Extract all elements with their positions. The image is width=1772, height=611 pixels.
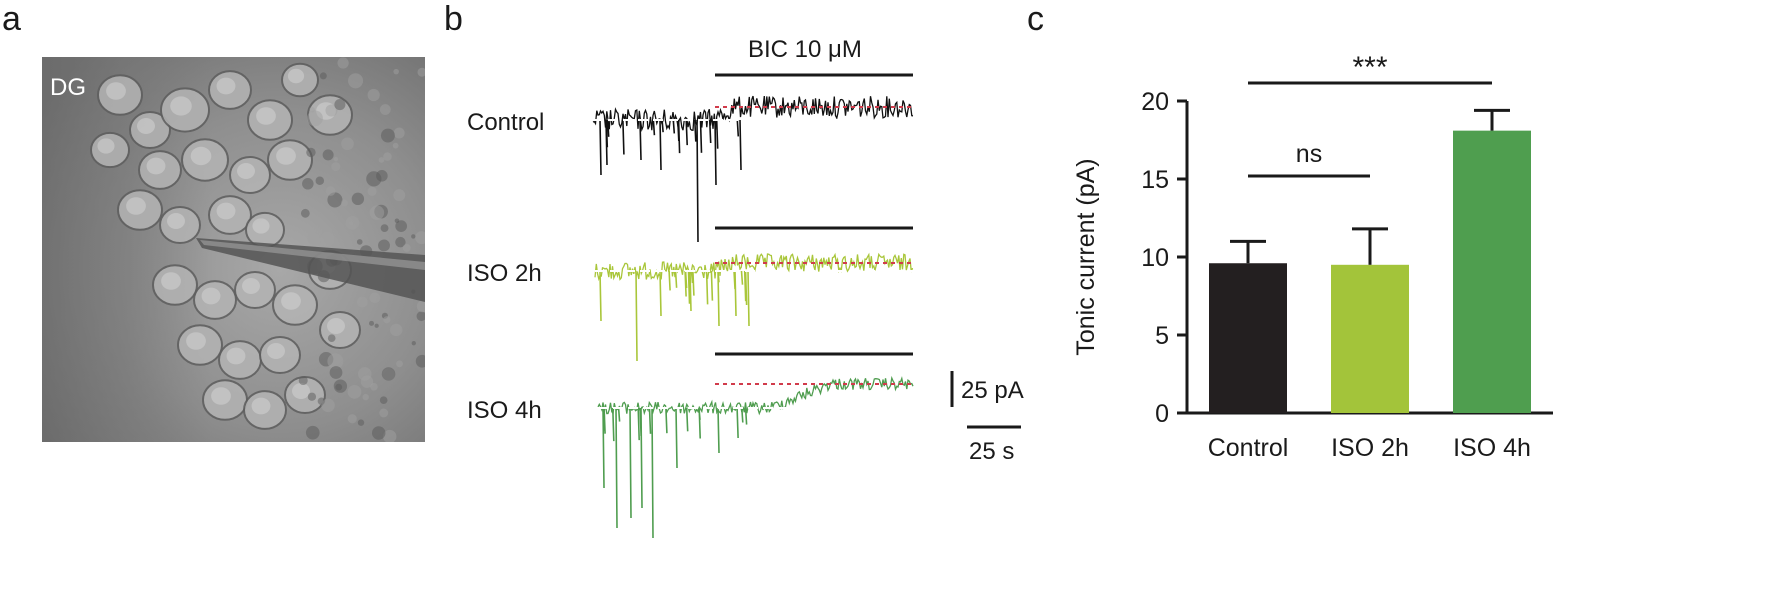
- scale-bar-current-label: 25 pA: [961, 377, 1024, 404]
- trace-control: Control: [467, 73, 914, 243]
- drug-label: BIC 10 μM: [748, 36, 862, 63]
- panel-b-letter: b: [444, 0, 463, 38]
- y-tick-label: 15: [1141, 166, 1169, 194]
- current-traces: Control ISO 2h ISO 4h: [467, 73, 914, 539]
- y-tick-label: 5: [1155, 322, 1169, 350]
- y-tick-label: 20: [1141, 88, 1169, 116]
- significance-label: ns: [1296, 140, 1322, 168]
- trace-iso-2h: ISO 2h: [467, 226, 914, 362]
- x-tick-label: ISO 4h: [1453, 434, 1531, 462]
- x-tick-label: Control: [1208, 434, 1289, 462]
- region-label: DG: [50, 74, 86, 101]
- scale-bar-time-label: 25 s: [969, 438, 1014, 465]
- panel-a-letter: a: [2, 0, 21, 38]
- trace-label: Control: [467, 109, 544, 136]
- trace-iso-4h: ISO 4h: [467, 352, 914, 539]
- panel-c-letter: c: [1027, 0, 1044, 38]
- trace-label: ISO 2h: [467, 260, 542, 287]
- tonic-current-bar-chart: 0 5 10 15 20 Tonic current (pA) Control ISO 2h I…: [1072, 51, 1553, 462]
- bar-iso-2h: [1331, 264, 1409, 413]
- y-axis-label: Tonic current (pA): [1072, 158, 1100, 355]
- scale-bar: 25 pA 25 s: [950, 371, 1024, 465]
- trace-label: ISO 4h: [467, 397, 542, 424]
- patch-pipette: [196, 238, 425, 302]
- bar-iso-4h: [1453, 130, 1531, 413]
- y-tick-label: 0: [1155, 400, 1169, 428]
- y-tick-label: 10: [1141, 244, 1169, 272]
- micrograph-image: [42, 57, 425, 442]
- bar-control: [1209, 263, 1287, 413]
- x-tick-label: ISO 2h: [1331, 434, 1409, 462]
- significance-label: ***: [1352, 51, 1387, 84]
